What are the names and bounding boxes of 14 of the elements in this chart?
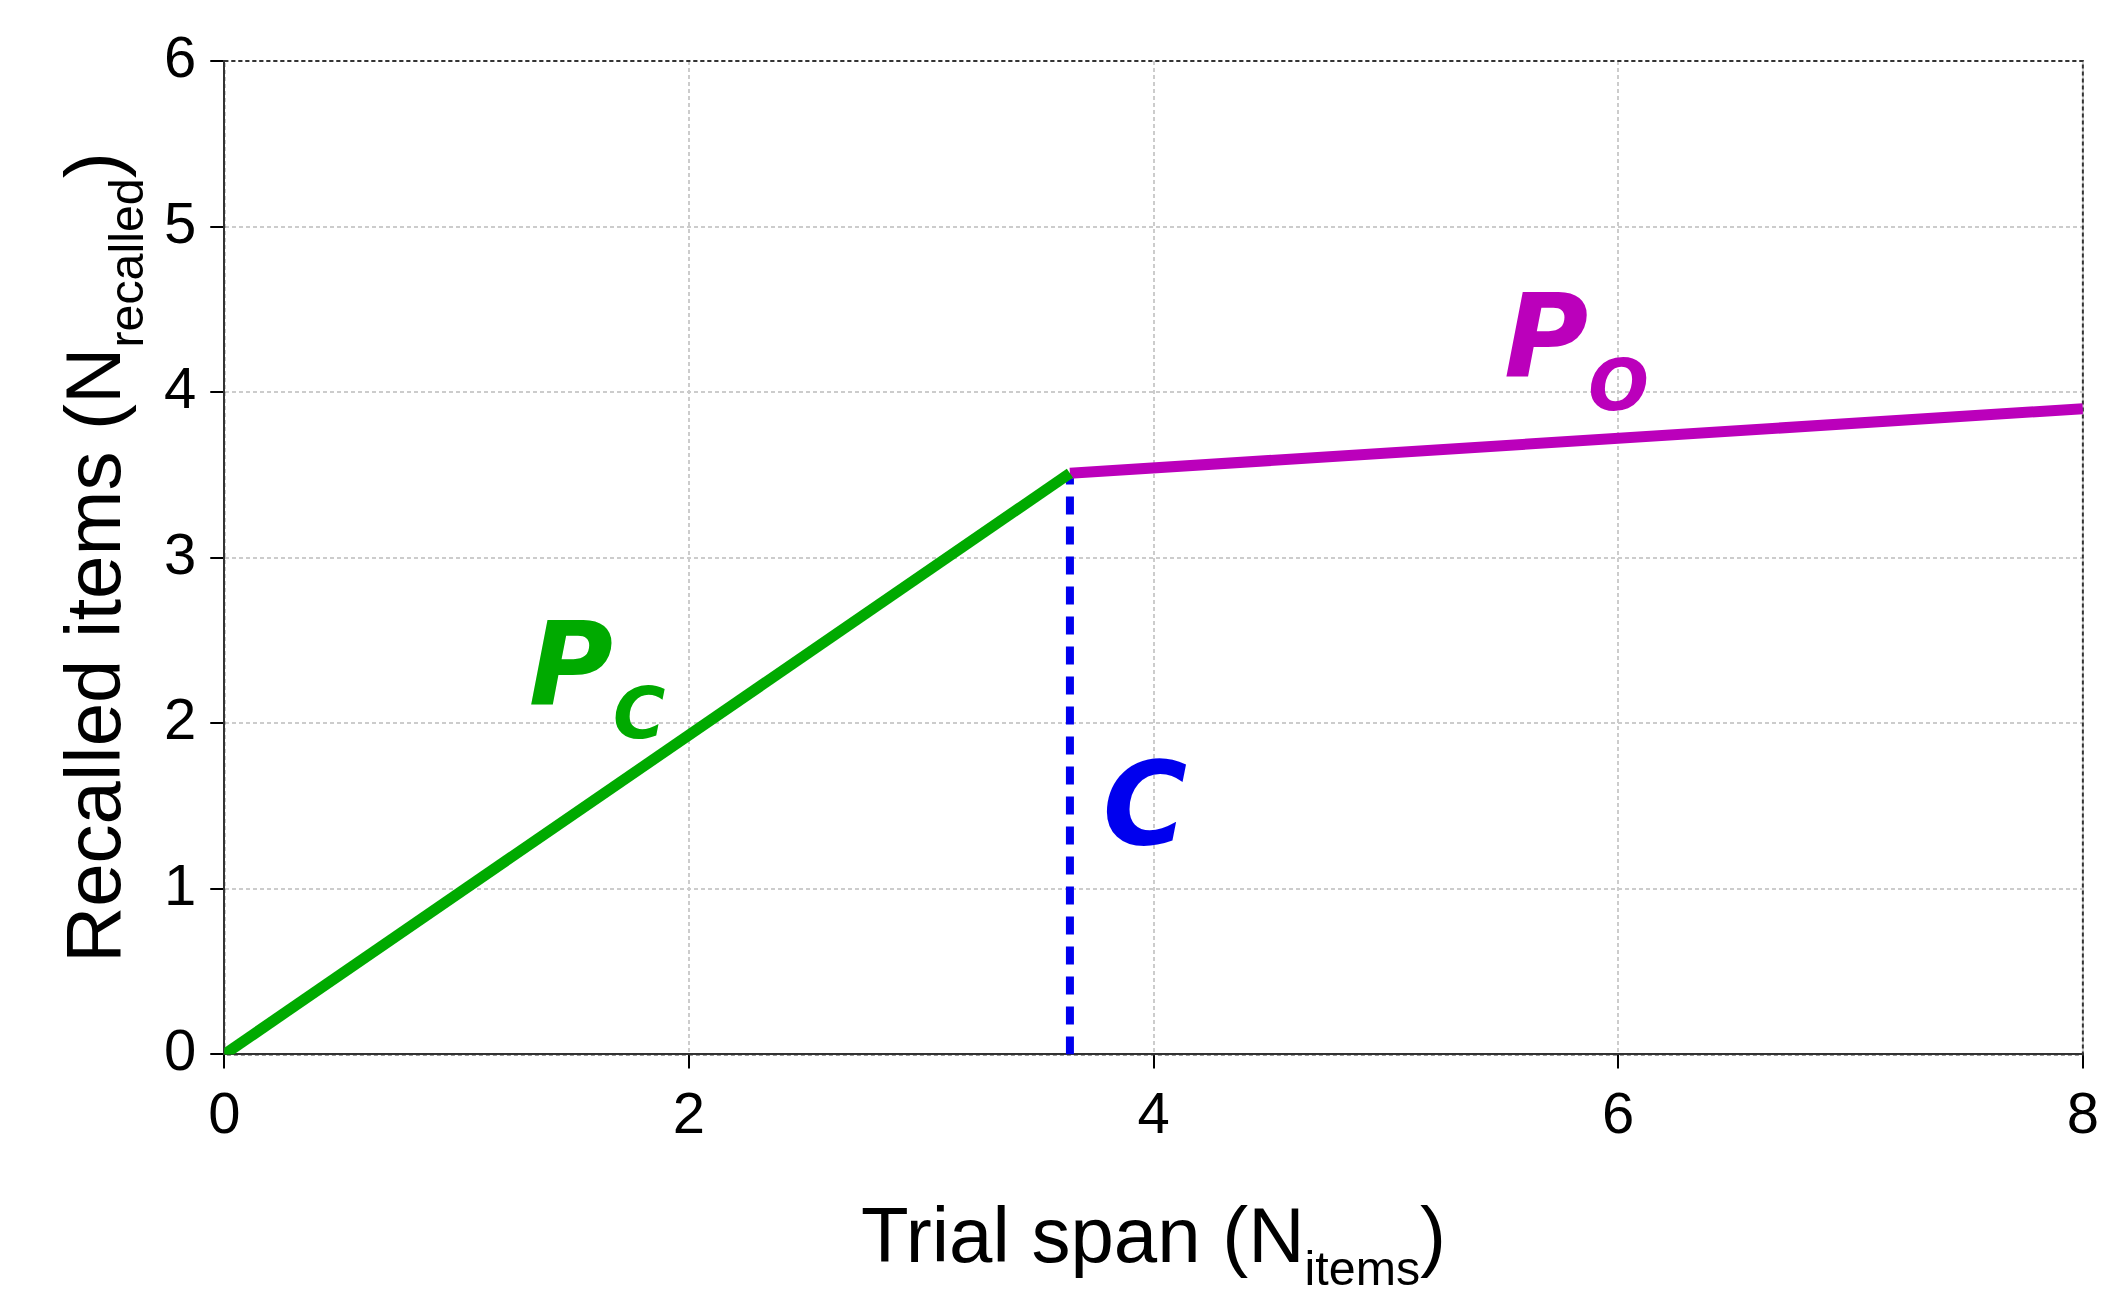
y-tick-label: 4 [163,355,197,421]
x-tick-label: 6 [1602,1080,1635,1146]
y-tick-label: 3 [163,520,197,586]
x-tick-label: 0 [208,1080,241,1146]
y-tick-label: 1 [163,851,197,917]
y-axis-title: Recalled items (Nrecalled) [49,152,154,964]
x-tick-label: 4 [1137,1080,1170,1146]
y-tick-label: 2 [163,686,197,752]
x-tick-label: 2 [672,1080,706,1146]
y-tick-label: 5 [163,189,197,255]
y-tick-label: 6 [163,24,197,89]
series-label: C [1102,736,1188,871]
y-tick-label: 0 [163,1017,197,1083]
x-tick-label: 8 [2066,1080,2099,1146]
